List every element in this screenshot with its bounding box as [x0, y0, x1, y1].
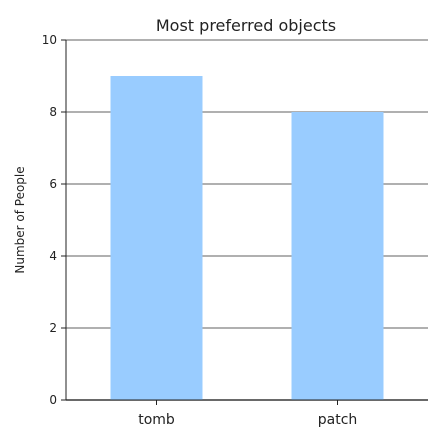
- x-ticks: tomb patch: [138, 400, 357, 428]
- y-axis-label: Number of People: [13, 166, 27, 273]
- bar-patch: [291, 112, 384, 400]
- bars: [110, 76, 384, 400]
- y-tick-label: 4: [49, 249, 57, 263]
- y-tick-label: 0: [49, 393, 57, 407]
- axes: [65, 40, 428, 401]
- y-tick-label: 2: [49, 321, 57, 335]
- bar-tomb: [110, 76, 203, 400]
- y-tick-label: 10: [42, 33, 57, 47]
- y-ticks: 0 2 4 6 8 10: [42, 33, 66, 407]
- y-tick-label: 8: [49, 105, 57, 119]
- y-tick-label: 6: [49, 177, 57, 191]
- chart-title: Most preferred objects: [156, 16, 336, 35]
- x-tick-label: patch: [318, 412, 358, 428]
- x-tick-label: tomb: [138, 412, 175, 428]
